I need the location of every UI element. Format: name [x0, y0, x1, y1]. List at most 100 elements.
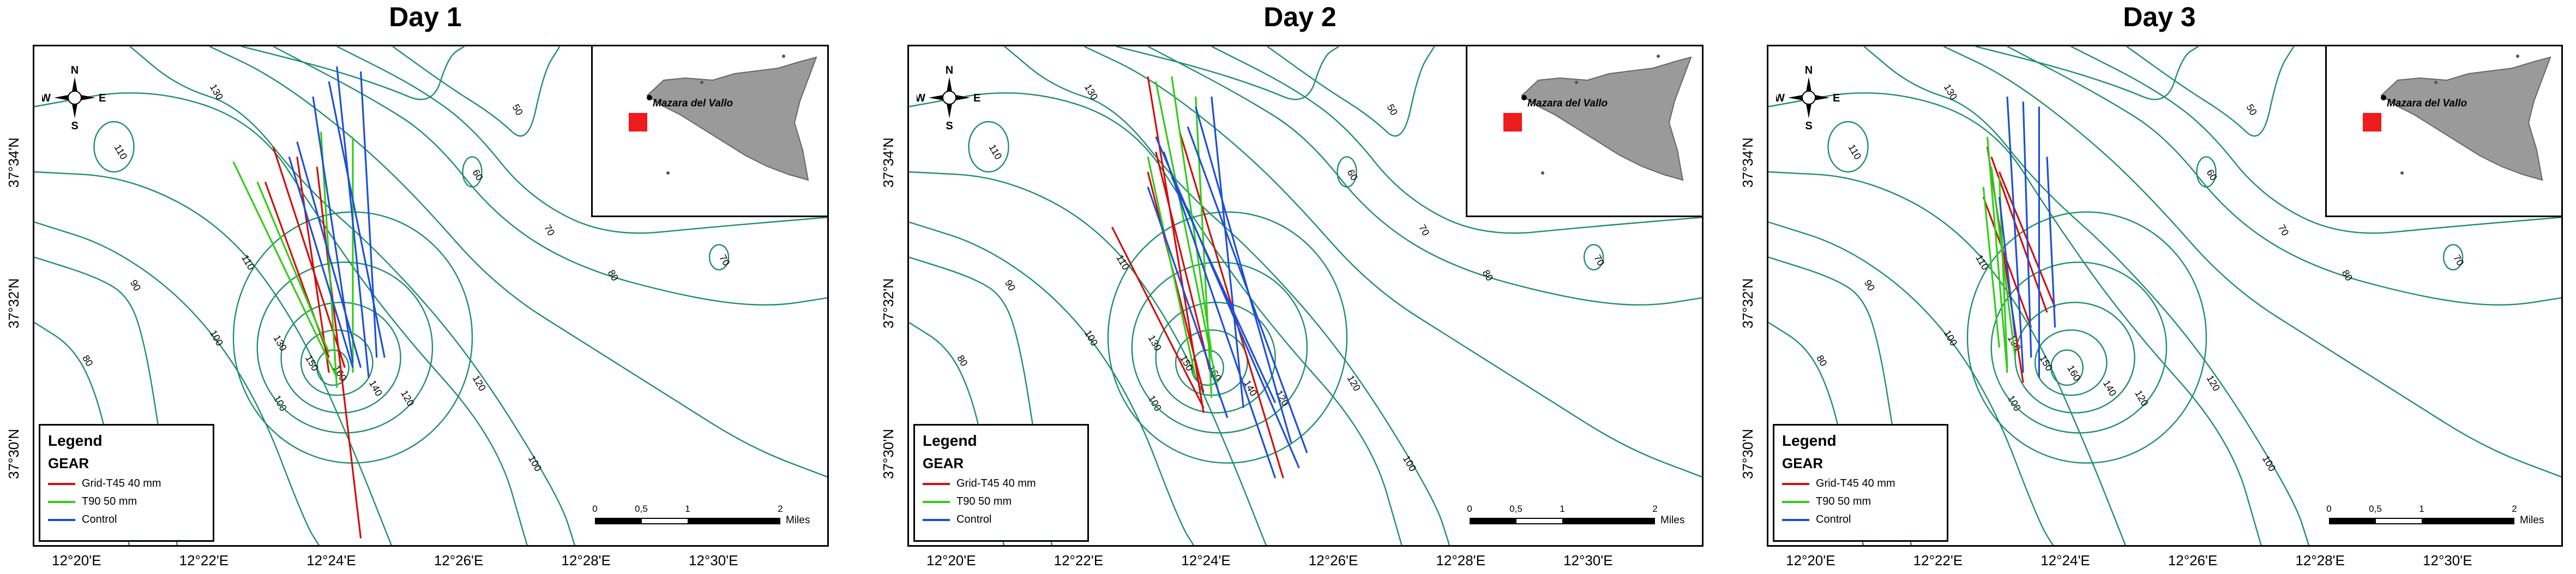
depth-contour — [1107, 211, 1348, 464]
haul-track-grid — [296, 157, 330, 373]
longitude-label: 12°28'E — [1436, 552, 1485, 569]
contour-label: 100 — [2006, 393, 2023, 413]
haul-track-t90 — [1171, 76, 1213, 353]
haul-track-grid — [1990, 156, 2048, 313]
haul-track-t90 — [232, 161, 338, 378]
contour-label: 130 — [208, 82, 225, 102]
depth-contour — [34, 221, 320, 545]
sicily-island-icon — [1503, 55, 1692, 181]
legend-swatch — [923, 482, 950, 485]
contour-label: 70 — [1592, 253, 1606, 267]
depth-contour — [392, 46, 561, 137]
contour-label: 70 — [542, 223, 557, 237]
north-arrow-icon: N S W E — [42, 64, 106, 132]
bathymetry-map: 1001101001201008070509013080160150140130… — [34, 46, 827, 545]
contour-label: 50 — [1385, 102, 1400, 117]
compass-letter: N — [946, 64, 953, 76]
depth-contour — [2014, 302, 2135, 414]
depth-contour — [1768, 221, 2054, 545]
longitude-label: 12°22'E — [1913, 552, 1963, 569]
legend-item-grid: Grid-T45 40 mm — [1782, 477, 1939, 490]
scale-unit: Miles — [2520, 515, 2544, 526]
contour-label: 100 — [272, 393, 289, 413]
contour-label: 130 — [1942, 82, 1959, 102]
legend-item-label: Grid-T45 40 mm — [956, 477, 1036, 489]
scale-bar: 0 0,5 1 2 Miles — [1467, 504, 1699, 542]
legend-item-label: T90 50 mm — [956, 495, 1012, 507]
scale-tick-label: 2 — [1652, 504, 1658, 514]
panel-title: Day 2 — [1263, 2, 1337, 32]
contour-label: 60 — [2205, 168, 2219, 182]
haul-track-grid — [1111, 226, 1205, 409]
contour-label: 90 — [128, 278, 143, 292]
locator-inset-map: Mazara del Vallo — [591, 46, 827, 217]
depth-contour — [93, 121, 135, 173]
contour-label: 110 — [1114, 253, 1131, 272]
depth-contour — [1211, 46, 1702, 234]
longitude-label: 12°22'E — [179, 552, 229, 569]
haul-track-t90 — [320, 131, 338, 388]
scale-tick-label: 0,5 — [635, 504, 648, 514]
compass-letter: E — [99, 92, 106, 104]
study-area-marker — [1503, 113, 1522, 131]
north-arrow-icon: N S W E — [917, 64, 980, 132]
depth-contour — [1975, 46, 2199, 100]
compass-letter: S — [1805, 120, 1812, 132]
longitude-label: 12°26'E — [434, 552, 484, 569]
depth-contour — [1147, 46, 1702, 306]
latitude-label: 37°32'N — [880, 278, 896, 328]
depth-contour — [1943, 46, 2561, 478]
longitude-label: 12°20'E — [52, 552, 101, 569]
scale-tick-label: 0,5 — [1509, 504, 1522, 514]
legend-item-label: T90 50 mm — [82, 495, 137, 507]
legend-swatch — [923, 518, 950, 521]
map-panel-day1: Day 1 37°34'N 37°32'N 37°30'N 12°20'E 12°22'E… — [0, 0, 851, 574]
depth-contour — [1004, 46, 1450, 545]
depth-contour — [2442, 244, 2464, 271]
legend-item-grid: Grid-T45 40 mm — [923, 477, 1080, 490]
legend-swatch — [1782, 500, 1809, 503]
legend-item-grid: Grid-T45 40 mm — [48, 477, 205, 490]
latitude-label: 37°30'N — [1740, 429, 1756, 479]
contour-label: 70 — [717, 253, 732, 267]
map-panel-day3: Day 3 37°34'N 37°32'N 37°30'N 12°20'E 12°22'E… — [1734, 0, 2576, 574]
depth-contour — [909, 171, 1267, 545]
legend-item-control: Control — [923, 513, 1080, 526]
legend-swatch — [1782, 482, 1809, 485]
scale-tick-label: 0 — [2326, 504, 2332, 514]
contour-label: 110 — [239, 253, 257, 272]
haul-track-control — [1163, 151, 1277, 479]
haul-track-t90 — [1147, 157, 1197, 378]
locator-inset-map: Mazara del Vallo — [1466, 46, 1702, 217]
depth-contour — [316, 349, 350, 386]
haul-track-grid — [1178, 131, 1284, 479]
depth-contour — [129, 46, 576, 545]
compass-letter: E — [1833, 92, 1840, 104]
legend-swatch — [923, 500, 950, 503]
legend-item-label: Grid-T45 40 mm — [82, 477, 161, 489]
longitude-label: 12°22'E — [1054, 552, 1104, 569]
longitude-label: 12°20'E — [1786, 552, 1835, 569]
legend-item-control: Control — [48, 513, 205, 526]
contour-label: 140 — [2101, 378, 2118, 398]
contour-label: 100 — [1082, 328, 1100, 348]
sicily-island-icon — [2363, 55, 2551, 181]
north-arrow-icon: N S W E — [1776, 64, 1840, 132]
haul-track-control — [2022, 101, 2032, 358]
haul-track-control — [328, 81, 386, 358]
contour-label: 130 — [1082, 82, 1100, 102]
depth-contour — [1990, 261, 2168, 434]
haul-track-control — [1171, 176, 1277, 403]
depth-contour — [34, 171, 392, 545]
legend-item-label: T90 50 mm — [1816, 495, 1871, 507]
haul-track-control — [2046, 157, 2056, 328]
depth-contour — [1084, 46, 1702, 478]
map-frame: 1001101001201008070509013080160150140130… — [1767, 45, 2563, 547]
contour-label: 100 — [1146, 393, 1164, 413]
scale-bar: 0 0,5 1 2 Miles — [2326, 504, 2558, 542]
depth-contour — [34, 92, 528, 545]
longitude-label: 12°30'E — [2423, 552, 2472, 569]
haul-track-control — [2006, 96, 2024, 373]
depth-contour — [1583, 244, 1604, 271]
